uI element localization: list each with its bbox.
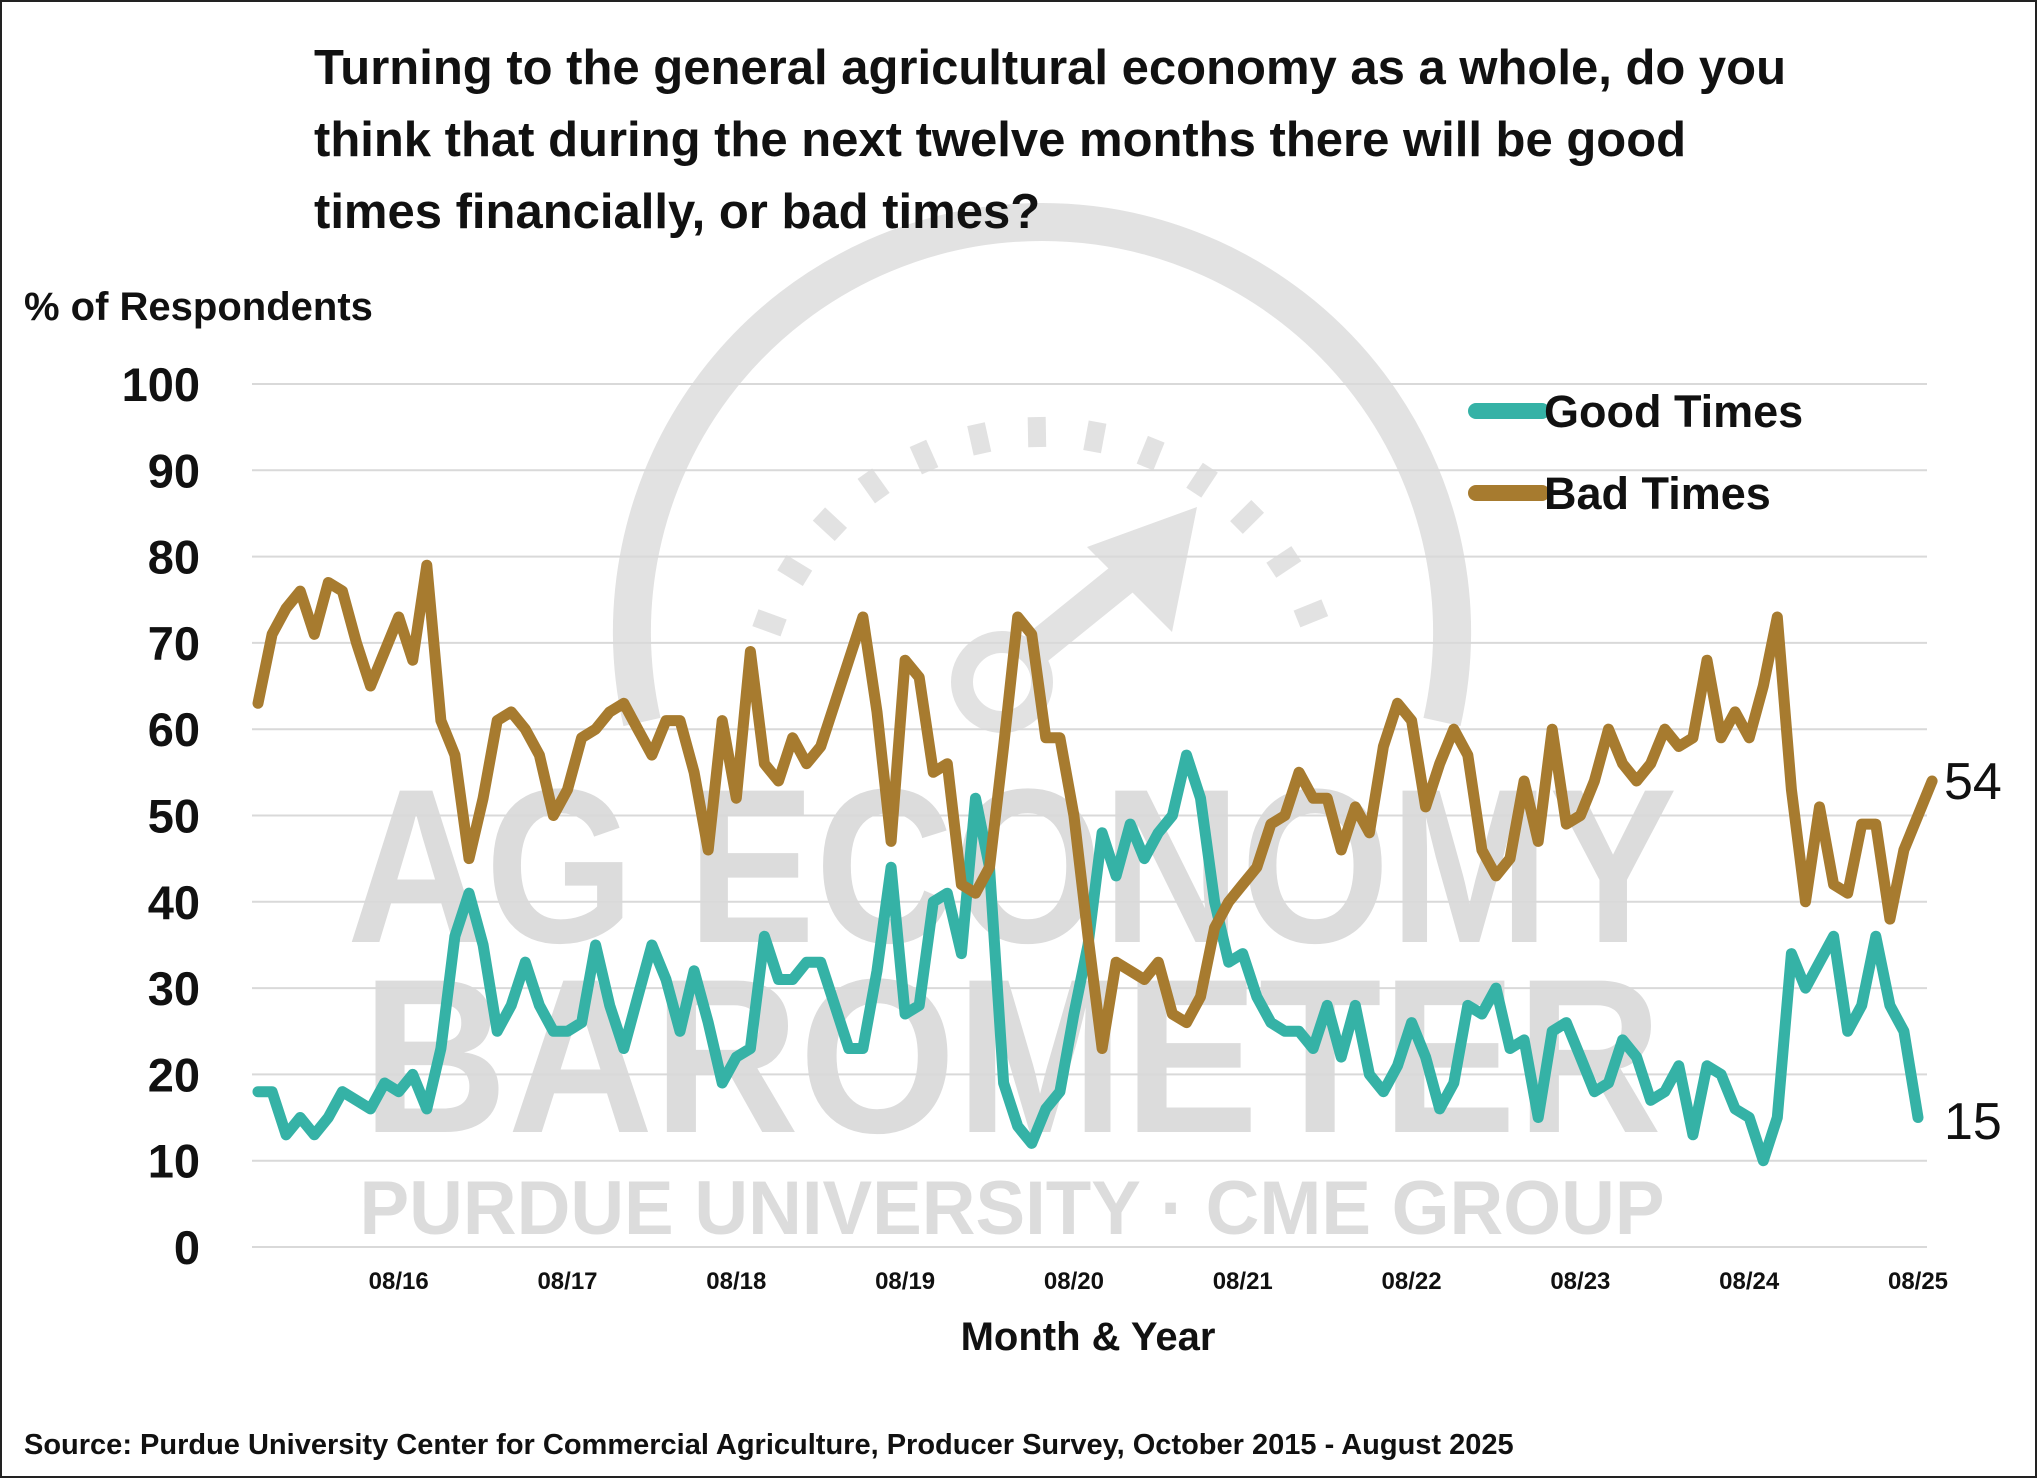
y-tick-label: 90 (148, 444, 200, 497)
watermark-dial-ticks (752, 416, 1329, 637)
y-tick-label: 80 (148, 531, 200, 584)
x-tick-label: 08/21 (1213, 1268, 1273, 1295)
series-line-bad-times (252, 559, 1938, 1054)
watermark-dial-tick (1027, 416, 1047, 448)
y-tick-label: 60 (148, 703, 200, 756)
watermark-logo: AG ECONOMY BAROMETER PURDUE UNIVERSITY ·… (347, 203, 1677, 1251)
watermark-dial-tick (1293, 599, 1329, 628)
y-tick-label: 30 (148, 962, 200, 1015)
y-tick-label: 10 (148, 1135, 200, 1188)
y-tick-label: 20 (148, 1048, 200, 1101)
y-tick-label: 70 (148, 617, 200, 670)
y-tick-label: 100 (122, 358, 200, 411)
watermark-dial-tick (1083, 420, 1107, 454)
y-tick-label: 0 (174, 1221, 200, 1274)
watermark-dial-tick (1230, 499, 1265, 534)
source-note: Source: Purdue University Center for Com… (24, 1429, 1514, 1461)
watermark-dial-tick (967, 422, 992, 456)
watermark-dial-tick (777, 554, 813, 586)
x-axis-ticks: 08/16 08/17 08/18 08/19 08/20 08/21 08/22 08/23… (369, 1268, 1948, 1295)
chart-title-line-2: think that during the next twelve months… (314, 113, 1686, 167)
y-tick-label: 50 (148, 790, 200, 843)
x-tick-label: 08/23 (1550, 1268, 1610, 1295)
y-axis-label: % of Respondents (24, 285, 373, 329)
x-tick-label: 08/19 (875, 1268, 935, 1295)
x-tick-label: 08/22 (1382, 1268, 1442, 1295)
legend: Good Times Bad Times (1468, 386, 1803, 519)
end-label-good-times: 15 (1944, 1093, 2002, 1151)
chart-title-line-3: times financially, or bad times? (314, 185, 1040, 239)
x-tick-label: 08/25 (1888, 1268, 1948, 1295)
series-layer (252, 559, 1938, 1167)
x-axis-label: Month & Year (961, 1315, 1216, 1359)
y-tick-label: 40 (148, 876, 200, 929)
watermark-dial-tick (1186, 462, 1218, 498)
watermark-dial-tick (752, 609, 787, 637)
x-tick-label: 08/16 (369, 1268, 429, 1295)
x-tick-label: 08/24 (1719, 1268, 1780, 1295)
x-tick-label: 08/20 (1044, 1268, 1104, 1295)
end-label-bad-times: 54 (1944, 753, 2002, 811)
legend-label-good-times: Good Times (1544, 386, 1803, 437)
legend-label-bad-times: Bad Times (1544, 468, 1771, 519)
x-tick-label: 08/17 (537, 1268, 597, 1295)
watermark-line2: BAROMETER (362, 933, 1662, 1179)
watermark-arrowhead (1087, 507, 1197, 632)
chart-title-line-1: Turning to the general agricultural econ… (314, 41, 1786, 95)
watermark-line3: PURDUE UNIVERSITY · CME GROUP (360, 1166, 1665, 1251)
x-tick-label: 08/18 (706, 1268, 766, 1295)
watermark-dial-tick (812, 507, 848, 542)
watermark-dial-tick (1136, 435, 1165, 471)
y-axis-ticks: 0 10 20 30 40 50 60 70 80 90 100 (122, 358, 200, 1274)
watermark-dial-tick (857, 468, 890, 504)
watermark-arc (613, 203, 1471, 727)
watermark-dial-tick (909, 439, 939, 475)
